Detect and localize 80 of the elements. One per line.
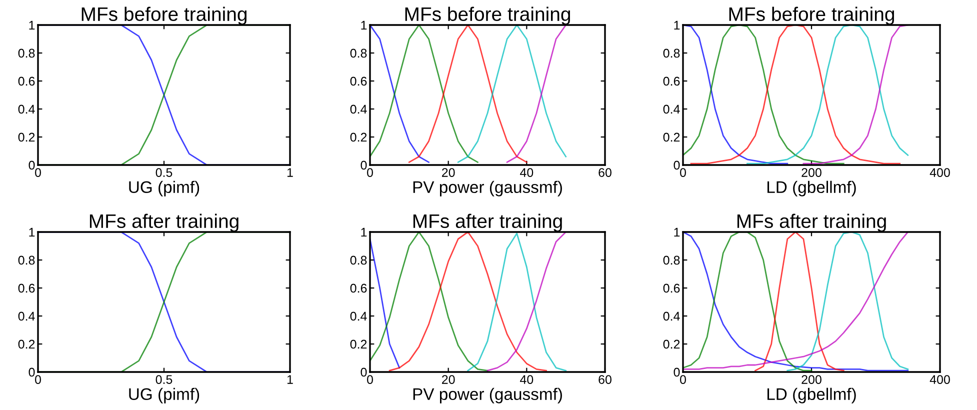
- x-tick-label: 40: [520, 375, 534, 384]
- x-axis-title: LD (gbellmf): [767, 388, 856, 404]
- chart-title: MFs before training: [82, 6, 247, 25]
- x-tick-label: 0: [367, 375, 373, 384]
- y-tick-label: 0.2: [350, 132, 367, 142]
- y-tick-label: 0: [28, 368, 35, 377]
- y-tick-label: 0.8: [18, 256, 35, 265]
- y-tick-label: 1: [361, 20, 367, 30]
- y-tick-label: 0.6: [350, 76, 367, 86]
- y-tick-label: 0.8: [350, 256, 367, 265]
- line-series: [370, 25, 430, 163]
- y-tick-label: 0: [360, 368, 367, 377]
- y-tick-label: 0.8: [18, 48, 35, 58]
- y-tick-label: 0.6: [663, 284, 680, 293]
- y-tick-label: 1: [29, 20, 35, 30]
- x-tick-label: 0.5: [156, 168, 172, 177]
- x-tick-label: 60: [598, 375, 612, 384]
- y-tick-label: 0.2: [663, 132, 680, 142]
- x-tick-label: 0: [35, 168, 41, 177]
- line-series: [754, 232, 844, 372]
- y-tick-label: 0.2: [18, 340, 35, 349]
- line-series: [370, 25, 478, 163]
- y-tick-label: 0.4: [663, 312, 680, 321]
- y-tick-label: 0.8: [663, 48, 680, 58]
- x-tick-label: 400: [930, 168, 950, 177]
- line-series: [467, 232, 567, 372]
- line-series: [690, 25, 901, 164]
- line-series: [746, 25, 909, 164]
- x-tick-label: 20: [442, 375, 455, 384]
- x-tick-label: 0: [680, 375, 686, 384]
- chart-title: MFs before training: [405, 6, 570, 25]
- x-tick-label: 200: [802, 375, 822, 384]
- y-tick-label: 0.6: [18, 76, 35, 86]
- y-tick-label: 0.2: [663, 340, 680, 349]
- y-tick-label: 0: [360, 160, 367, 170]
- chart-title: MFs after training: [737, 214, 886, 232]
- line-series: [506, 25, 567, 163]
- y-tick-label: 0: [28, 160, 35, 170]
- x-axis-title: PV power (gaussmf): [413, 388, 562, 404]
- y-tick-label: 0.6: [350, 284, 367, 293]
- chart-title: MFs after training: [90, 214, 238, 232]
- y-tick-label: 0.4: [663, 104, 680, 114]
- x-axis-title: PV power (gaussmf): [413, 180, 562, 196]
- line-series: [486, 232, 567, 372]
- y-tick-label: 0.4: [350, 104, 367, 114]
- y-tick-label: 1: [674, 228, 680, 237]
- line-series: [457, 25, 567, 163]
- line-series: [408, 25, 528, 163]
- x-axis-title: LD (gbellmf): [767, 180, 856, 196]
- y-tick-label: 0: [674, 368, 680, 377]
- x-tick-label: 400: [930, 375, 950, 384]
- y-tick-label: 0.2: [350, 340, 367, 349]
- y-tick-label: 0.4: [350, 312, 367, 321]
- y-tick-label: 0.4: [18, 104, 35, 114]
- y-tick-label: 0.6: [663, 76, 680, 86]
- x-tick-label: 20: [442, 168, 455, 177]
- x-tick-label: 1: [287, 375, 293, 384]
- line-series: [786, 232, 909, 372]
- y-tick-label: 1: [361, 228, 367, 237]
- x-tick-label: 0: [367, 168, 373, 177]
- x-tick-label: 0.5: [156, 375, 172, 384]
- chart-title: MFs before training: [729, 6, 894, 25]
- y-tick-label: 0.6: [18, 284, 35, 293]
- y-tick-label: 1: [674, 20, 680, 30]
- y-tick-label: 0: [674, 160, 680, 170]
- chart-title: MFs after training: [413, 214, 562, 232]
- y-tick-label: 0.8: [350, 48, 367, 58]
- x-tick-label: 0: [35, 375, 41, 384]
- y-tick-label: 0.2: [18, 132, 35, 142]
- line-series: [388, 232, 547, 372]
- y-tick-label: 0.4: [18, 312, 35, 321]
- x-axis-title: UG (pimf): [129, 388, 200, 404]
- x-tick-label: 40: [520, 168, 534, 177]
- x-tick-label: 1: [287, 168, 293, 177]
- x-tick-label: 60: [598, 168, 612, 177]
- x-tick-label: 0: [680, 168, 686, 177]
- y-tick-label: 0.8: [663, 256, 680, 265]
- x-tick-label: 200: [802, 168, 822, 177]
- y-tick-label: 1: [29, 228, 35, 237]
- x-axis-title: UG (pimf): [129, 180, 200, 196]
